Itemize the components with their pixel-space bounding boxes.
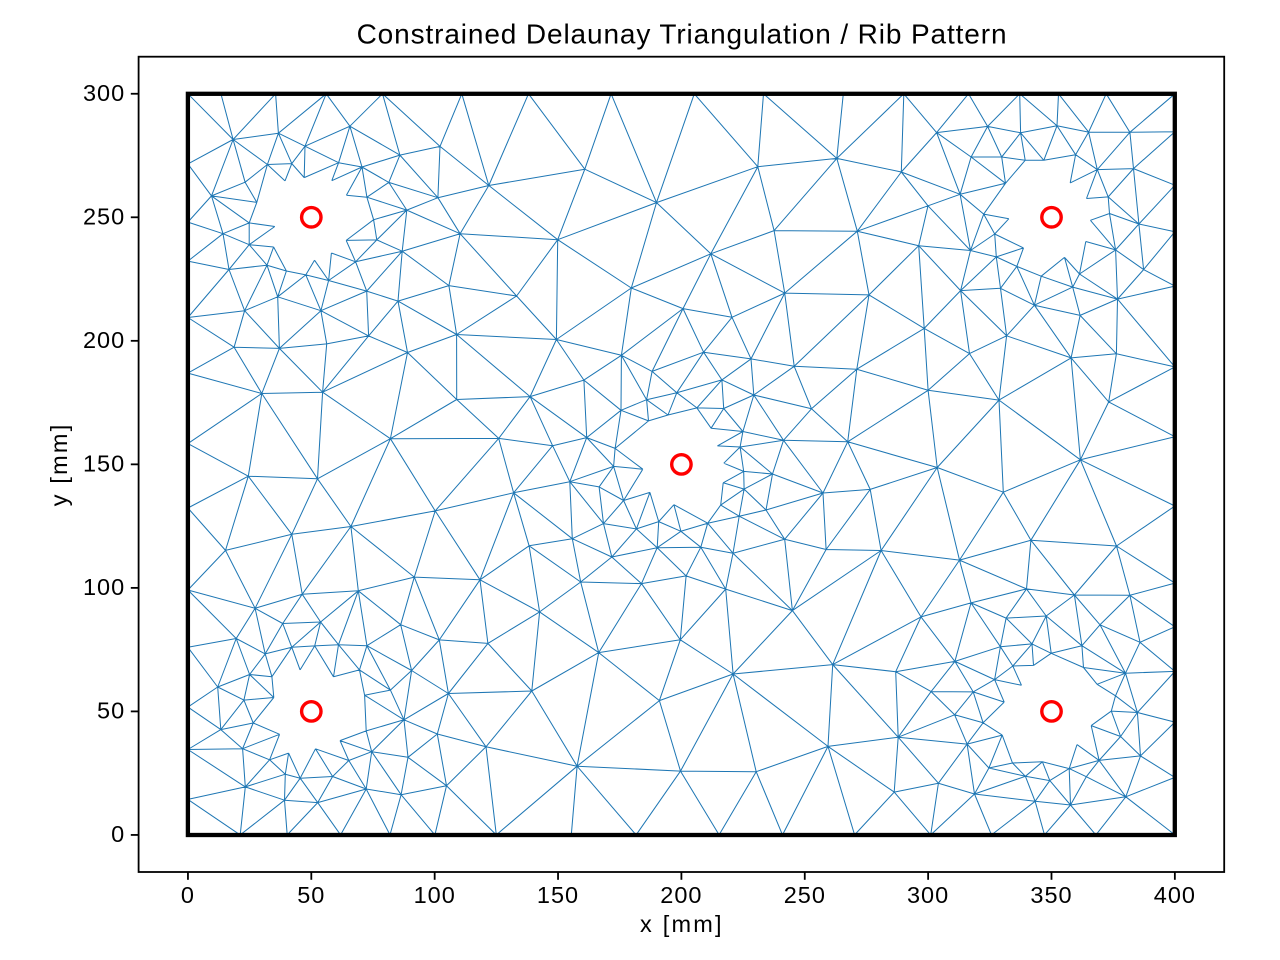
- svg-text:400: 400: [1154, 882, 1196, 908]
- svg-text:50: 50: [97, 697, 125, 723]
- svg-text:350: 350: [1030, 882, 1072, 908]
- svg-text:150: 150: [537, 882, 579, 908]
- svg-text:300: 300: [83, 80, 125, 106]
- svg-text:0: 0: [181, 882, 195, 908]
- svg-text:250: 250: [784, 882, 826, 908]
- svg-text:150: 150: [83, 450, 125, 476]
- svg-text:0: 0: [111, 821, 125, 847]
- svg-text:50: 50: [297, 882, 325, 908]
- svg-text:100: 100: [83, 574, 125, 600]
- svg-text:200: 200: [83, 327, 125, 353]
- svg-text:250: 250: [83, 203, 125, 229]
- svg-text:300: 300: [907, 882, 949, 908]
- svg-text:Constrained Delaunay Triangula: Constrained Delaunay Triangulation / Rib…: [357, 18, 1008, 49]
- svg-text:x [mm]: x [mm]: [640, 911, 724, 937]
- svg-text:100: 100: [414, 882, 456, 908]
- svg-text:y [mm]: y [mm]: [46, 423, 72, 507]
- svg-text:200: 200: [660, 882, 702, 908]
